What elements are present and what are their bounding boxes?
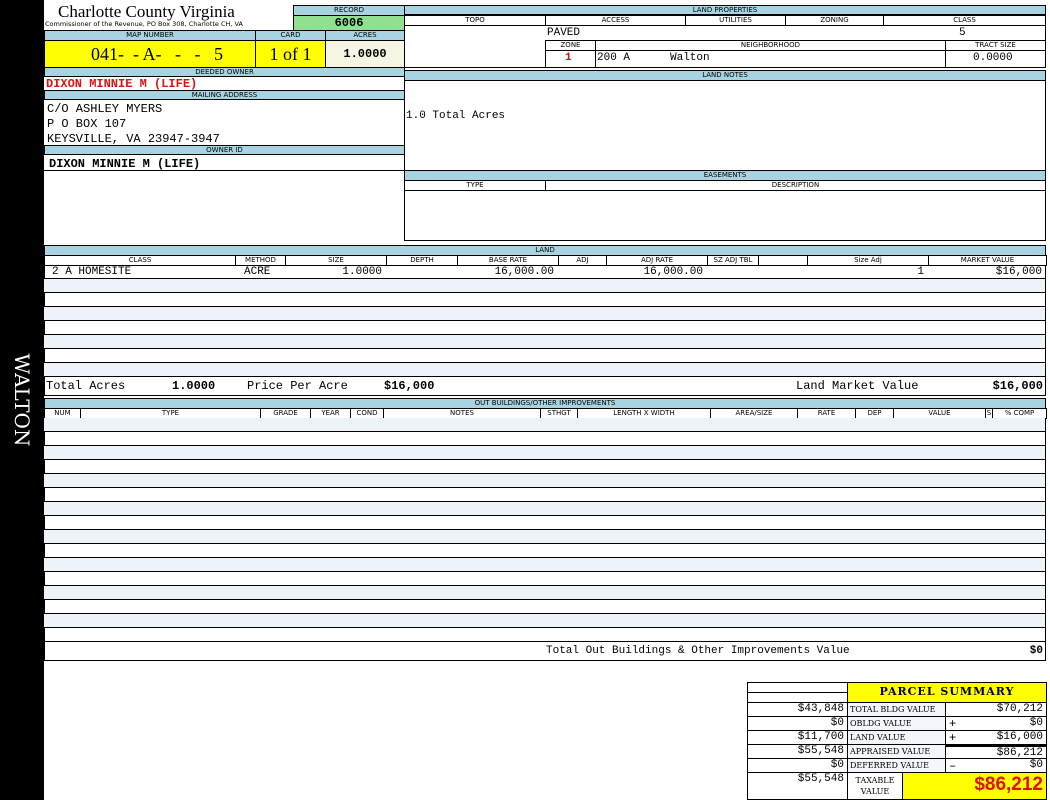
outbuilding-row xyxy=(44,558,1045,572)
land-row xyxy=(44,321,1045,335)
land-row xyxy=(44,349,1045,363)
land-row xyxy=(44,279,1045,293)
price-per-acre: $16,000 xyxy=(384,379,435,393)
total-acres-label: Total Acres xyxy=(46,379,126,393)
outbuilding-row xyxy=(44,516,1045,530)
summary-prior-value: $55,548 xyxy=(747,744,848,759)
land-cell: 16,000.00 xyxy=(494,266,554,278)
outbuildings-total: $0 xyxy=(1029,645,1043,657)
summary-value: $0 xyxy=(945,758,1047,773)
outbuilding-row xyxy=(44,488,1045,502)
summary-value: $86,212 xyxy=(945,744,1047,759)
deeded-owner: DIXON MINNIE M (LIFE) xyxy=(46,77,198,91)
summary-value: $70,212 xyxy=(945,702,1047,717)
outbuildings-total-label: Total Out Buildings & Other Improvements… xyxy=(546,645,850,657)
summary-label: DEFERRED VALUE xyxy=(847,758,946,773)
neighborhood-value: Walton xyxy=(670,52,710,64)
land-properties-title: LAND PROPERTIES xyxy=(404,5,1046,15)
land-cell: 2 A HOMESITE xyxy=(52,266,132,278)
neighborhood-code: 200 A xyxy=(597,52,631,64)
land-cell: 1.0000 xyxy=(342,266,382,278)
outbuilding-row xyxy=(44,418,1045,432)
owner-id: DIXON MINNIE M (LIFE) xyxy=(49,157,201,171)
class-label: CLASS xyxy=(883,15,1046,26)
summary-prior-value: $43,848 xyxy=(747,702,848,717)
land-row xyxy=(44,335,1045,349)
land-notes-text: 1.0 Total Acres xyxy=(406,110,506,122)
acres: 1.0000 xyxy=(325,40,405,68)
easement-description-label: DESCRIPTION xyxy=(545,180,1046,191)
outbuilding-row xyxy=(44,586,1045,600)
topo-label: TOPO xyxy=(404,15,546,26)
summary-sign: – xyxy=(949,759,957,773)
outbuilding-row xyxy=(44,460,1045,474)
land-row xyxy=(44,307,1045,321)
land-cell: ACRE xyxy=(244,266,271,278)
zoning-label: ZONING xyxy=(785,15,884,26)
summary-prior-value: $0 xyxy=(747,758,848,773)
outbuilding-row xyxy=(44,446,1045,460)
land-cell: 16,000.00 xyxy=(643,266,703,278)
neighborhood-cell xyxy=(595,50,946,68)
outbuilding-row xyxy=(44,600,1045,614)
summary-sign: + xyxy=(949,717,957,731)
utilities-label: UTILITIES xyxy=(685,15,786,26)
total-acres: 1.0000 xyxy=(172,379,216,393)
summary-label: OBLDG VALUE xyxy=(847,716,946,731)
taxable-value: $86,212 xyxy=(902,772,1047,800)
divider xyxy=(44,170,405,171)
tract-size-value: 0.0000 xyxy=(973,52,1013,64)
address-line-2: P O BOX 107 xyxy=(47,117,127,131)
land-column-header: MARKET VALUE xyxy=(928,255,1047,266)
summary-sign: + xyxy=(949,731,957,745)
easement-type-label: TYPE xyxy=(404,180,546,191)
sidebar: WALTON xyxy=(0,0,44,800)
outbuilding-row xyxy=(44,474,1045,488)
taxable-label: TAXABLE VALUE xyxy=(847,772,903,800)
outbuilding-row xyxy=(44,544,1045,558)
land-row xyxy=(44,293,1045,307)
divider xyxy=(44,376,1046,377)
mailing-address-label: MAILING ADDRESS xyxy=(44,90,405,100)
summary-label: TOTAL BLDG VALUE xyxy=(847,702,946,717)
land-notes-title: LAND NOTES xyxy=(404,70,1046,81)
map-number: 041- - A- - - 5 xyxy=(44,40,256,68)
record-value: 6006 xyxy=(293,15,405,31)
outbuilding-row xyxy=(44,432,1045,446)
parcel-summary-title: PARCEL SUMMARY xyxy=(847,682,1047,703)
outbuilding-row xyxy=(44,502,1045,516)
outbuilding-row xyxy=(44,530,1045,544)
land-cell: $16,000 xyxy=(995,266,1042,278)
class-value: 5 xyxy=(959,27,966,39)
price-per-acre-label: Price Per Acre xyxy=(247,379,348,393)
address-line-1: C/O ASHLEY MYERS xyxy=(47,102,163,116)
summary-label: LAND VALUE xyxy=(847,730,946,745)
land-row xyxy=(44,363,1045,377)
summary-value: $0 xyxy=(945,716,1047,731)
land-market-value-label: Land Market Value xyxy=(796,379,919,393)
card: 1 of 1 xyxy=(255,40,326,68)
summary-prior-value: $0 xyxy=(747,716,848,731)
zone-value: 1 xyxy=(565,52,572,64)
access-label: ACCESS xyxy=(545,15,686,26)
county-subtitle: Commissioner of the Revenue, PO Box 308,… xyxy=(45,20,243,28)
owner-id-label: OWNER ID xyxy=(44,145,405,155)
outbuilding-row xyxy=(44,628,1045,642)
sidebar-label: WALTON xyxy=(10,353,34,447)
taxable-prior: $55,548 xyxy=(747,772,848,800)
deeded-owner-label: DEEDED OWNER xyxy=(44,67,405,77)
outbuilding-row xyxy=(44,614,1045,628)
access-value: PAVED xyxy=(547,27,581,39)
summary-prior-value: $11,700 xyxy=(747,730,848,745)
outbuilding-row xyxy=(44,572,1045,586)
summary-label: APPRAISED VALUE xyxy=(847,744,946,759)
tract-size-label: TRACT SIZE xyxy=(945,40,1046,51)
land-row xyxy=(44,265,1045,279)
county-title: Charlotte County Virginia xyxy=(58,2,235,21)
land-market-value: $16,000 xyxy=(992,379,1043,393)
address-line-3: KEYSVILLE, VA 23947-3947 xyxy=(47,132,220,146)
land-cell: 1 xyxy=(917,266,924,278)
summary-value: $16,000 xyxy=(945,730,1047,745)
